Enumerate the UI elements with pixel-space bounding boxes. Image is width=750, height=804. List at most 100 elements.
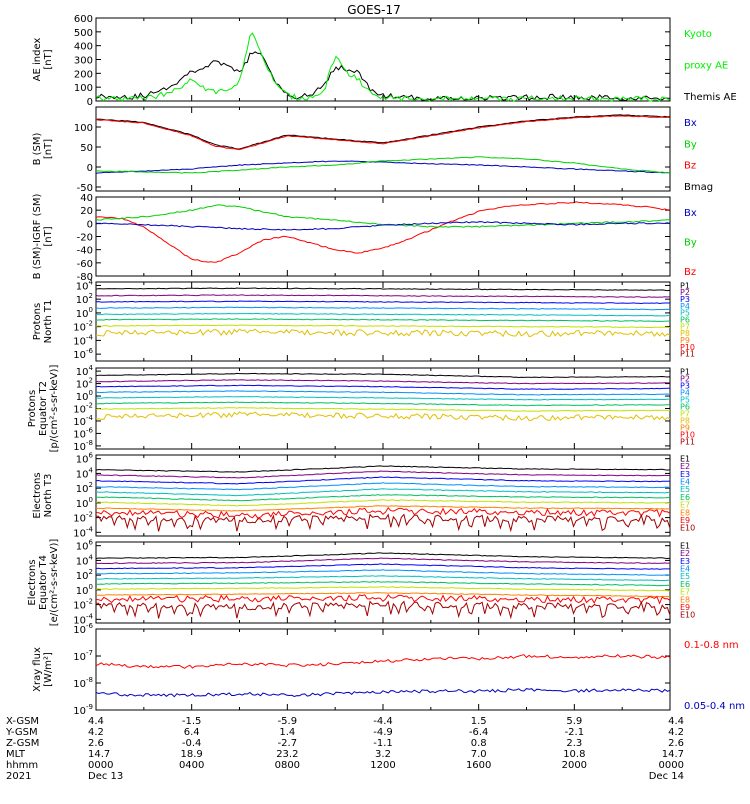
- ytick-label: 100: [76, 583, 93, 597]
- legend-entry: P4: [680, 388, 690, 397]
- xaxis-row-value: 23.2: [276, 749, 298, 760]
- ytick-label: 0: [87, 97, 93, 108]
- ytick-label: 104: [76, 278, 94, 292]
- series-line-electrons_north-E4: [95, 482, 671, 491]
- xaxis-row-value: -2.1: [565, 727, 585, 738]
- xaxis-row-value: 2.6: [668, 738, 684, 749]
- legend-entry: By: [684, 238, 697, 249]
- xaxis-row-value: -1.1: [373, 738, 393, 749]
- ytick-label: 104: [76, 466, 94, 480]
- legend-entry: E10: [680, 524, 695, 533]
- series-line-ae-Kyoto-proxy-AE: [95, 32, 671, 102]
- ytick-label: 102: [76, 292, 93, 306]
- series-line-bsm-Bx: [95, 160, 671, 174]
- ylabel: [e/(cm²-s-sr-keV)]: [49, 539, 60, 627]
- legend-entry: P11: [680, 437, 695, 446]
- ylabel: [nT]: [43, 226, 54, 246]
- xaxis-row-value: -2.7: [278, 738, 298, 749]
- series-line-protons_north-P2: [95, 294, 671, 298]
- legend-entry: E2: [680, 462, 690, 471]
- ytick-label: 10-4: [73, 612, 93, 626]
- ylabel: Electrons: [27, 559, 38, 605]
- ylabel: [nT]: [43, 139, 54, 159]
- ytick-label: 10-2: [73, 511, 93, 525]
- ytick-label: 10-2: [73, 598, 93, 612]
- ytick-label: 20: [80, 206, 93, 217]
- xaxis-row-value: 4.4: [88, 716, 104, 727]
- ytick-label: 104: [76, 364, 94, 378]
- xaxis-row-value: 0800: [275, 760, 300, 771]
- ytick-label: 10-4: [73, 333, 93, 347]
- legend-entry: P9: [680, 423, 690, 432]
- legend-entry: proxy AE: [684, 61, 728, 72]
- ylabel: [p/(cm²-s-sr-keV)]: [49, 365, 60, 453]
- legend-entry: P7: [680, 322, 690, 331]
- ylabel: B (SM): [32, 132, 43, 165]
- legend-entry: Bx: [684, 118, 697, 129]
- xaxis-row-value: 1600: [466, 760, 491, 771]
- ytick-label: 10-9: [73, 703, 93, 717]
- xaxis-row-value: -5.9: [278, 716, 298, 727]
- series-line-bigrf-Bx: [95, 221, 671, 231]
- legend-entry: 0.1-0.8 nm: [684, 640, 739, 651]
- xaxis-row-label: X-GSM: [6, 716, 39, 727]
- series-line-protons_north-P3: [95, 300, 670, 305]
- ytick-label: 106: [76, 452, 94, 466]
- legend-entry: P5: [680, 309, 690, 318]
- legend-entry: P4: [680, 302, 690, 311]
- xaxis-row-value: 1.4: [279, 727, 295, 738]
- ytick-label: -50: [77, 183, 93, 194]
- series-line-xray-0-1-0-8-nm: [95, 654, 671, 669]
- legend-entry: 0.05-0.4 nm: [684, 701, 745, 712]
- legend-entry: By: [684, 139, 697, 150]
- xaxis-row-value: 4.2: [88, 727, 104, 738]
- series-line-protons_equator-P4: [95, 390, 671, 396]
- series-line-electrons_north-E2: [95, 470, 671, 479]
- xaxis-row-label: Y-GSM: [5, 727, 38, 738]
- ytick-label: 40: [80, 193, 93, 204]
- ytick-label: 106: [76, 539, 94, 553]
- panel-frame-bigrf: [95, 196, 671, 277]
- ylabel: [W/m²]: [43, 652, 54, 687]
- legend-entry: E9: [680, 516, 690, 525]
- legend-entry: E6: [680, 493, 690, 502]
- ylabel: Protons: [32, 303, 43, 340]
- ytick-label: -40: [77, 246, 93, 257]
- legend-entry: Bx: [684, 208, 697, 219]
- legend-entry: P3: [680, 381, 690, 390]
- series-line-bigrf-By: [95, 204, 671, 228]
- xaxis-row-value: 14.7: [662, 749, 684, 760]
- ytick-label: 50: [80, 143, 93, 154]
- ytick-label: 10-8: [73, 676, 93, 690]
- ylabel: AE index: [32, 38, 43, 82]
- legend-entry: E3: [680, 470, 690, 479]
- ylabel: B (SM)-IGRF (SM): [32, 194, 43, 280]
- panel-frame-bsm: [95, 106, 671, 192]
- series-line-protons_equator-P6: [95, 401, 671, 407]
- xaxis-row-value: 0000: [88, 760, 113, 771]
- legend-entry: P5: [680, 395, 690, 404]
- xaxis-row-value: 0000: [659, 760, 684, 771]
- xaxis-row-value: 0400: [179, 760, 204, 771]
- ytick-label: 300: [74, 56, 93, 67]
- legend-entry: Bz: [684, 161, 696, 172]
- series-line-electrons_north-E8: [95, 505, 671, 512]
- ytick-label: 600: [74, 14, 93, 25]
- xaxis-row-label: MLT: [6, 749, 26, 760]
- legend-entry: P8: [680, 329, 690, 338]
- ytick-label: 0: [87, 163, 93, 174]
- series-line-protons_equator-P5: [95, 396, 671, 401]
- legend-entry: P2: [680, 374, 690, 383]
- xaxis-row-value: 0.8: [471, 738, 487, 749]
- series-line-electrons_equator-E4: [95, 569, 671, 576]
- ytick-label: -20: [77, 233, 93, 244]
- series-line-bigrf-Bz: [95, 201, 670, 263]
- series-line-electrons_equator-E5: [95, 575, 671, 582]
- xaxis-row-value: 2000: [562, 760, 587, 771]
- series-line-protons_north-P1: [95, 287, 671, 292]
- ytick-label: 102: [76, 568, 93, 582]
- ytick-label: -60: [77, 259, 93, 270]
- legend-entry: E10: [680, 611, 695, 620]
- legend-entry: E6: [680, 580, 690, 589]
- ytick-label: 10-2: [73, 320, 93, 334]
